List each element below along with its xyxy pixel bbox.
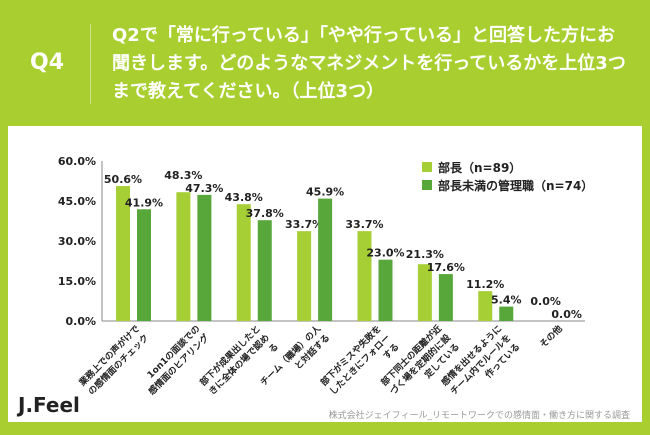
data-label: 21.3%	[406, 248, 444, 261]
bar	[357, 231, 372, 321]
data-label: 47.3%	[185, 182, 223, 195]
logo: J.Feel	[18, 393, 80, 417]
bar	[236, 204, 251, 321]
y-tick-label: 15.0%	[58, 275, 96, 288]
data-label: 33.7%	[345, 218, 383, 231]
x-tick-label: その他	[537, 323, 565, 351]
x-tick-label: る	[267, 341, 281, 355]
data-label: 45.9%	[306, 186, 344, 199]
data-label: 37.8%	[246, 207, 284, 220]
data-label: 43.8%	[225, 191, 263, 204]
source-note: 株式会社ジェイフィール_リモートワークでの感情面・働き方に関する調査	[328, 411, 630, 421]
y-tick-label: 30.0%	[58, 235, 96, 248]
data-label: 17.6%	[427, 261, 465, 274]
data-label: 50.6%	[104, 173, 142, 186]
legend-swatch	[422, 180, 432, 190]
bar	[478, 291, 493, 321]
y-tick-label: 45.0%	[58, 195, 96, 208]
bar	[116, 186, 130, 321]
bar	[499, 306, 514, 321]
bar	[197, 194, 212, 321]
data-label: 5.4%	[491, 294, 522, 307]
legend-swatch	[422, 162, 432, 172]
data-label: 41.9%	[125, 196, 163, 209]
bar	[417, 264, 432, 321]
data-label: 0.0%	[551, 308, 582, 321]
legend-label: 部長未満の管理職（n=74）	[438, 178, 593, 193]
bar	[438, 274, 453, 321]
bar	[176, 192, 191, 321]
data-label: 0.0%	[530, 295, 561, 308]
header: Q4 Q2で「常に行っている」「やや行っている」と回答した方にお聞きします。どの…	[0, 0, 650, 125]
data-label: 48.3%	[164, 169, 202, 182]
bar	[257, 220, 272, 321]
question-number: Q4	[30, 50, 65, 75]
bar	[318, 198, 333, 321]
data-label: 33.7%	[285, 218, 323, 231]
legend-label: 部長（n=89）	[438, 160, 521, 175]
y-tick-label: 0.0%	[65, 315, 96, 328]
data-label: 23.0%	[366, 247, 404, 260]
divider	[90, 24, 91, 104]
bar	[297, 231, 312, 321]
question-title: Q2で「常に行っている」「やや行っている」と回答した方にお聞きします。どのような…	[112, 25, 626, 102]
data-label: 11.2%	[466, 278, 504, 291]
bar	[378, 259, 393, 321]
y-tick-label: 60.0%	[58, 155, 96, 168]
bar	[137, 209, 151, 321]
